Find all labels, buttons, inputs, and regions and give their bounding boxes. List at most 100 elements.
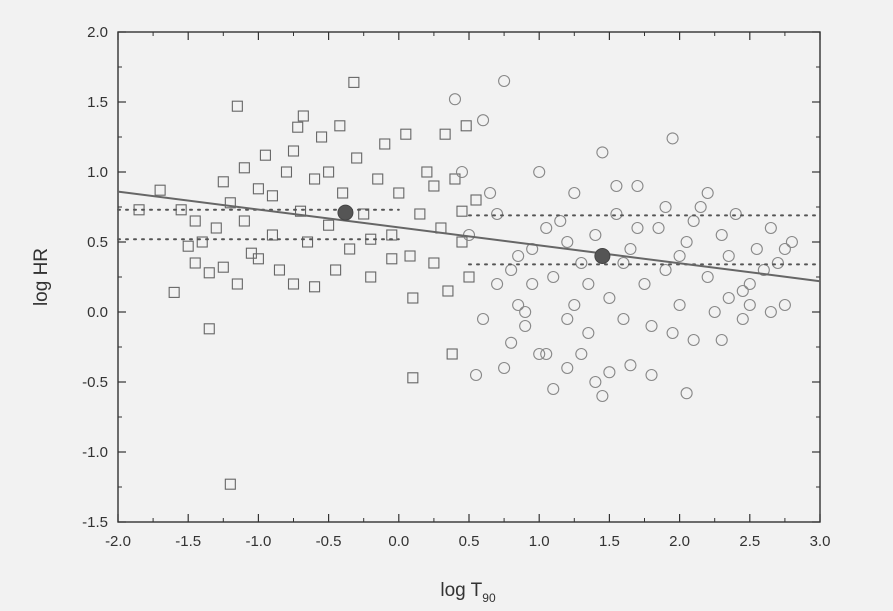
circle-point [603, 291, 616, 305]
square-point [446, 348, 458, 360]
circle-point [638, 277, 651, 291]
circle-point [476, 114, 490, 127]
square-point [456, 236, 468, 248]
circle-point [764, 221, 777, 235]
axis-ticks [117, 31, 821, 523]
circle-point [673, 249, 686, 263]
x-axis-label-subscript: 90 [482, 591, 496, 605]
circle-point [645, 368, 658, 382]
circle-point [603, 366, 616, 379]
x-tick-label: -0.5 [316, 533, 342, 550]
circle-point [498, 74, 511, 88]
circle-point [547, 382, 560, 396]
circle-point [533, 165, 546, 179]
square-point [273, 264, 286, 276]
square-point [238, 162, 250, 174]
circle-point [519, 305, 532, 319]
circle-point [687, 214, 700, 228]
regression-fit-line [117, 190, 821, 283]
square-point [168, 286, 180, 298]
x-axis-title: log T90 [440, 580, 496, 605]
circle-point [512, 249, 525, 263]
square-point [334, 120, 346, 132]
circle-point [750, 242, 763, 256]
circle-point [785, 235, 798, 249]
circle-point [764, 305, 777, 319]
square-point [252, 253, 264, 265]
circle-point [701, 270, 714, 284]
circle-point [680, 235, 693, 249]
circle-point [631, 179, 644, 193]
data-points [133, 74, 798, 490]
square-point [259, 149, 271, 161]
circle-point [778, 298, 791, 312]
square-point [407, 292, 419, 304]
circle-point [484, 186, 497, 200]
circle-point [505, 336, 518, 349]
circle-point [554, 214, 567, 228]
square-point [210, 222, 222, 234]
fit-and-reference-lines [117, 190, 821, 283]
circle-point [687, 333, 700, 347]
square-point [301, 236, 314, 248]
circle-point [589, 228, 602, 242]
square-point [358, 208, 370, 220]
square-point [470, 194, 482, 206]
circle-point [512, 298, 525, 312]
circle-point [624, 242, 637, 256]
circle-point [589, 375, 602, 389]
square-point [287, 145, 300, 157]
circle-point [631, 221, 644, 235]
circle-point [736, 312, 749, 326]
square-point [292, 121, 304, 133]
circle-point [540, 347, 553, 361]
circle-point [561, 361, 574, 375]
circle-point [568, 298, 581, 312]
square-point [442, 285, 454, 297]
circle-point [617, 256, 630, 270]
x-tick-label: 1.0 [529, 533, 550, 550]
square-point [386, 253, 398, 265]
y-tick-label: 0.0 [87, 304, 108, 321]
square-point [224, 478, 236, 490]
circle-point [561, 312, 574, 326]
circle-point [729, 207, 742, 221]
circle-point [778, 242, 791, 256]
circle-point [659, 200, 672, 214]
square-point [266, 190, 278, 202]
circle-point [596, 146, 609, 159]
circle-point [547, 270, 560, 284]
x-tick-label: 0.0 [388, 533, 409, 550]
circle-point [469, 368, 483, 382]
square-point [421, 166, 433, 178]
y-tick-label: 0.5 [87, 234, 108, 251]
square-point [231, 100, 243, 112]
square-point [351, 152, 363, 164]
circle-point [575, 256, 588, 270]
x-tick-labels: -2.0 -1.5 -1.0 -0.5 0.0 0.5 1.0 1.5 2.0 2.5 3.0 [105, 533, 830, 550]
circle-point [736, 284, 749, 298]
square-point [323, 219, 335, 231]
y-tick-label: -1.5 [82, 514, 108, 531]
square-point [414, 208, 426, 220]
circle-point [652, 221, 665, 235]
circle-point [666, 326, 679, 340]
x-tick-label: -2.0 [105, 533, 131, 550]
circle-point [722, 291, 735, 305]
x-tick-label: 0.5 [459, 533, 480, 550]
circle-point [505, 263, 518, 277]
square-point [400, 128, 412, 140]
square-point [407, 372, 419, 384]
circle-point [680, 387, 693, 400]
circle-point [645, 319, 658, 333]
circle-point [694, 200, 707, 214]
square-point [456, 205, 468, 217]
square-point [154, 184, 166, 196]
circle-point [610, 207, 623, 221]
y-tick-label: 1.0 [87, 164, 108, 181]
square-point [348, 76, 360, 88]
circle-point [715, 333, 728, 347]
square-point [449, 173, 461, 185]
square-point [372, 173, 384, 185]
square-point [217, 261, 229, 273]
